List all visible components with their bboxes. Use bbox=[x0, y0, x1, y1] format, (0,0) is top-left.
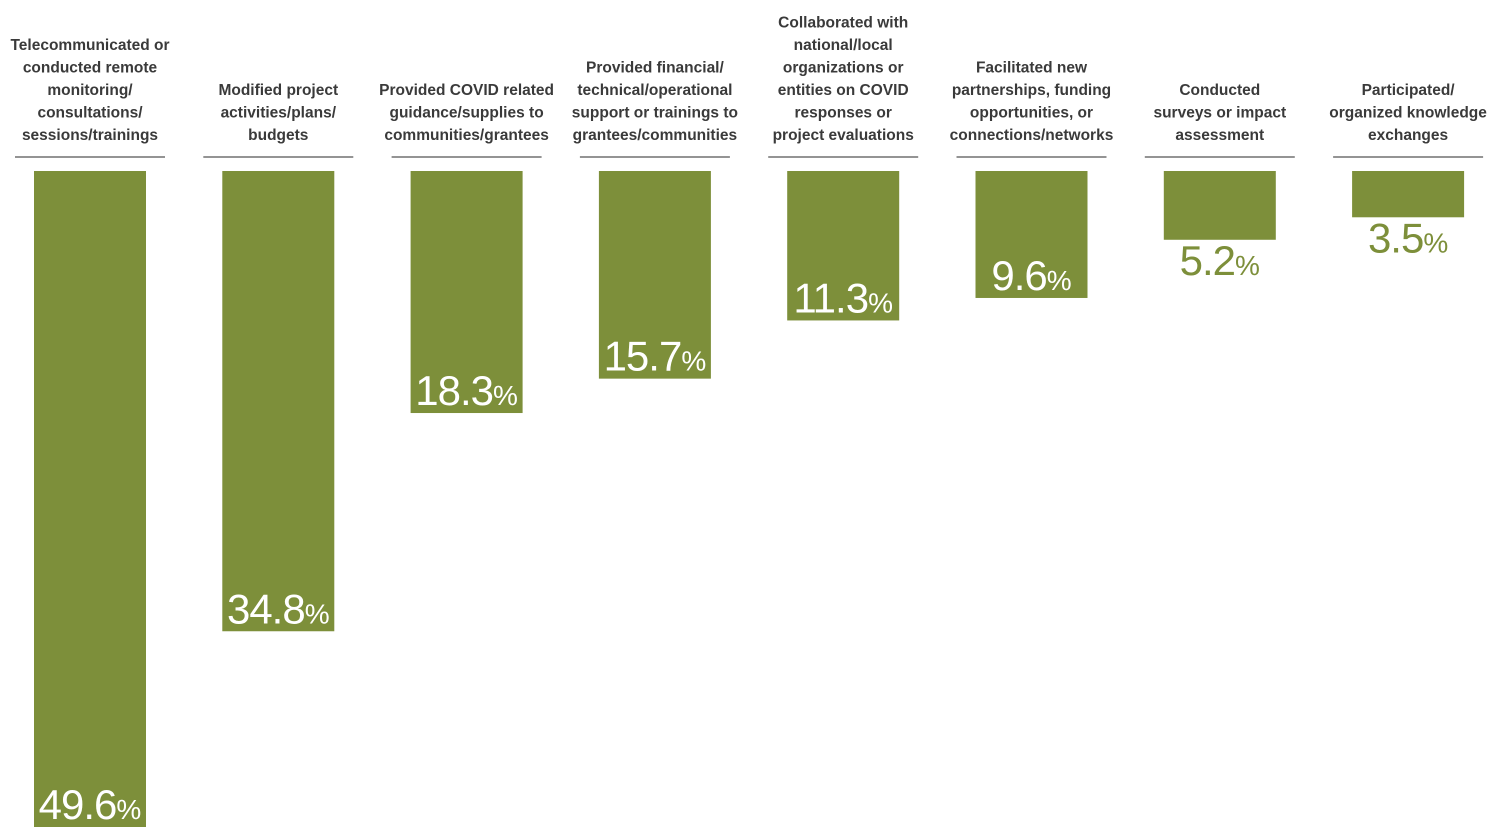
category-label-line: organized knowledge bbox=[1329, 105, 1487, 122]
category-label-line: national/local bbox=[794, 37, 893, 54]
category-label-line: Conducted bbox=[1179, 82, 1260, 99]
category-label-line: assessment bbox=[1175, 127, 1264, 144]
category-label-line: connections/networks bbox=[950, 127, 1114, 144]
category-label-line: budgets bbox=[248, 127, 308, 144]
bar bbox=[222, 171, 335, 632]
category-label-line: exchanges bbox=[1368, 127, 1448, 144]
value-label: 18.3% bbox=[415, 367, 518, 414]
bar bbox=[975, 171, 1088, 298]
bar bbox=[787, 171, 900, 321]
category-label-line: monitoring/ bbox=[47, 82, 133, 99]
category-label-line: guidance/supplies to bbox=[390, 105, 544, 122]
category-label-line: surveys or impact bbox=[1153, 105, 1286, 122]
category-label-line: Provided financial/ bbox=[586, 60, 725, 77]
category-label-line: conducted remote bbox=[23, 60, 158, 77]
category-label-line: Telecommunicated or bbox=[10, 37, 169, 54]
category-label-line: technical/operational bbox=[577, 82, 732, 99]
category-label-line: Participated/ bbox=[1362, 82, 1456, 99]
category-label-line: grantees/communities bbox=[573, 127, 738, 144]
category-label-line: opportunities, or bbox=[970, 105, 1093, 122]
category-label-line: communities/grantees bbox=[384, 127, 549, 144]
category-label-line: entities on COVID bbox=[778, 82, 909, 99]
value-label: 15.7% bbox=[604, 333, 707, 380]
category-label-line: responses or bbox=[795, 105, 892, 122]
bar bbox=[410, 171, 523, 414]
category-label-line: partnerships, funding bbox=[952, 82, 1111, 99]
category-label-line: Provided COVID related bbox=[379, 82, 554, 99]
category-label-line: Facilitated new bbox=[976, 60, 1088, 77]
value-label: 5.2% bbox=[1180, 237, 1260, 284]
bar bbox=[34, 171, 146, 827]
category-label-line: consultations/ bbox=[37, 105, 143, 122]
category-label-line: project evaluations bbox=[773, 127, 914, 144]
value-label: 34.8% bbox=[227, 585, 330, 632]
bar bbox=[598, 171, 711, 379]
value-label: 11.3% bbox=[793, 274, 893, 321]
category-label-line: organizations or bbox=[783, 60, 904, 77]
value-label: 3.5% bbox=[1368, 214, 1448, 261]
category-label-line: Modified project bbox=[218, 82, 338, 99]
value-label: 49.6% bbox=[39, 781, 142, 827]
category-label-line: support or trainings to bbox=[572, 105, 738, 122]
bar bbox=[1163, 171, 1276, 240]
value-label: 9.6% bbox=[991, 252, 1071, 299]
bar bbox=[1352, 171, 1465, 218]
category-label-line: Collaborated with bbox=[778, 15, 908, 32]
category-label-line: sessions/trainings bbox=[22, 127, 158, 144]
category-label-line: activities/plans/ bbox=[221, 105, 337, 122]
